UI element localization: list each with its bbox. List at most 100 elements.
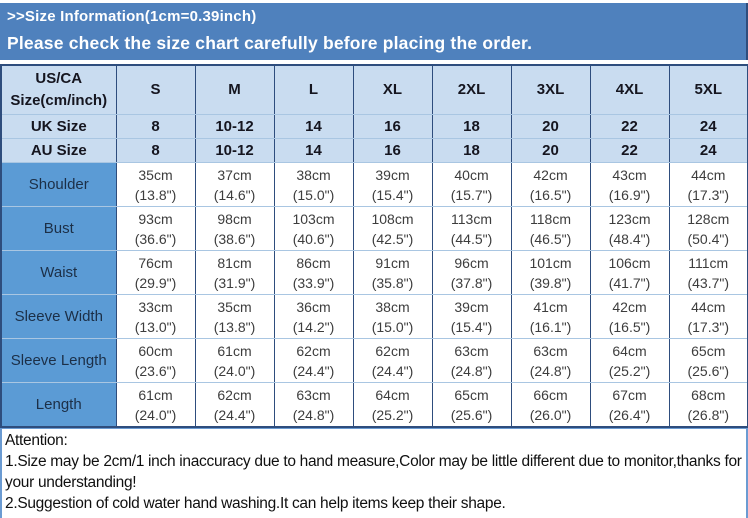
measurement-cell: 62cm (24.4") — [194, 382, 275, 428]
measurement-cell: 64cm (25.2") — [352, 382, 433, 428]
size-row-label: UK Size — [0, 114, 117, 139]
cm-value: 61cm — [217, 342, 252, 359]
inch-value: (24.4") — [213, 406, 256, 423]
cm-value: 111cm — [688, 254, 729, 271]
measurement-row: Waist 76cm (29.9") 81cm (31.9") 86cm (33.9") 91… — [0, 250, 748, 295]
cm-value: 44cm — [691, 166, 726, 183]
cm-value: 62cm — [296, 342, 331, 359]
measurement-label: Shoulder — [0, 162, 117, 207]
size-row: AU Size 8 10-12 14 16 18 20 22 24 — [0, 138, 748, 163]
measurement-cell: 81cm (31.9") — [194, 250, 275, 295]
measurement-row: Length 61cm (24.0") 62cm (24.4") 63cm (24.8") 6… — [0, 382, 748, 428]
inch-value: (15.7") — [450, 186, 493, 203]
cm-value: 63cm — [454, 342, 489, 359]
cm-value: 35cm — [217, 298, 252, 315]
cm-value: 64cm — [375, 386, 410, 403]
inch-value: (33.9") — [292, 274, 335, 291]
inch-value: (48.4") — [608, 230, 651, 247]
cm-value: 64cm — [612, 342, 647, 359]
inch-value: (16.9") — [608, 186, 651, 203]
size-value-cell: 20 — [510, 114, 591, 139]
attention-note-1: 1.Size may be 2cm/1 inch inaccuracy due … — [5, 453, 742, 491]
cm-value: 60cm — [138, 342, 173, 359]
header-row: US/CA Size(cm/inch) S M L XL 2XL 3XL 4XL 5XL — [0, 64, 748, 115]
size-value-cell: 16 — [352, 138, 433, 163]
inch-value: (16.5") — [529, 186, 572, 203]
size-column-header: 2XL — [431, 64, 512, 115]
measurement-cell: 123cm (48.4") — [589, 206, 670, 251]
cm-value: 101cm — [529, 254, 572, 271]
cm-value: 67cm — [612, 386, 647, 403]
measurement-cell: 42cm (16.5") — [589, 294, 670, 339]
cm-value: 106cm — [608, 254, 651, 271]
measurement-cell: 44cm (17.3") — [668, 162, 748, 207]
measurement-cell: 64cm (25.2") — [589, 338, 670, 383]
cm-value: 108cm — [371, 210, 414, 227]
size-column-header: M — [194, 64, 275, 115]
measurement-cell: 106cm (41.7") — [589, 250, 670, 295]
measurement-cell: 63cm (24.8") — [273, 382, 354, 428]
size-value-cell: 24 — [668, 114, 748, 139]
measurement-label: Sleeve Length — [0, 338, 117, 383]
measurement-cell: 103cm (40.6") — [273, 206, 354, 251]
size-column-header: S — [115, 64, 196, 115]
inch-value: (14.2") — [292, 318, 335, 335]
inch-value: (41.7") — [608, 274, 651, 291]
measurement-cell: 67cm (26.4") — [589, 382, 670, 428]
measurement-cell: 60cm (23.6") — [115, 338, 196, 383]
inch-value: (13.8") — [213, 318, 256, 335]
size-column-header: 4XL — [589, 64, 670, 115]
measurement-cell: 113cm (44.5") — [431, 206, 512, 251]
inch-value: (42.5") — [371, 230, 414, 247]
measurement-cell: 38cm (15.0") — [273, 162, 354, 207]
inch-value: (38.6") — [213, 230, 256, 247]
cm-value: 37cm — [217, 166, 252, 183]
measurement-cell: 65cm (25.6") — [431, 382, 512, 428]
inch-value: (17.3") — [687, 186, 730, 203]
measurement-label: Bust — [0, 206, 117, 251]
inch-value: (31.9") — [213, 274, 256, 291]
measurement-cell: 40cm (15.7") — [431, 162, 512, 207]
inch-value: (24.8") — [529, 362, 572, 379]
size-value-cell: 8 — [115, 114, 196, 139]
measurement-cell: 35cm (13.8") — [194, 294, 275, 339]
cm-value: 66cm — [533, 386, 568, 403]
cm-value: 65cm — [454, 386, 489, 403]
measurement-label: Length — [0, 382, 117, 428]
cm-value: 39cm — [375, 166, 410, 183]
inch-value: (17.3") — [687, 318, 730, 335]
size-value-cell: 10-12 — [194, 138, 275, 163]
inch-value: (13.8") — [134, 186, 177, 203]
size-column-header: XL — [352, 64, 433, 115]
size-value-cell: 18 — [431, 138, 512, 163]
cm-value: 42cm — [533, 166, 568, 183]
cm-value: 118cm — [530, 210, 571, 227]
inch-value: (25.2") — [371, 406, 414, 423]
size-column-header: 3XL — [510, 64, 591, 115]
inch-value: (39.8") — [529, 274, 572, 291]
inch-value: (23.6") — [134, 362, 177, 379]
cm-value: 81cm — [217, 254, 252, 271]
cm-value: 76cm — [138, 254, 173, 271]
corner-header-cell: US/CA Size(cm/inch) — [0, 64, 117, 115]
measurement-row: Shoulder 35cm (13.8") 37cm (14.6") 38cm (15.0"… — [0, 162, 748, 207]
size-info-banner: >>Size Information(1cm=0.39inch) Please … — [0, 3, 748, 60]
attention-title: Attention: — [5, 432, 68, 449]
cm-value: 96cm — [454, 254, 489, 271]
cm-value: 41cm — [533, 298, 568, 315]
measurement-cell: 128cm (50.4") — [668, 206, 748, 251]
size-value-cell: 24 — [668, 138, 748, 163]
measurement-cell: 108cm (42.5") — [352, 206, 433, 251]
measurement-cell: 39cm (15.4") — [431, 294, 512, 339]
inch-value: (13.0") — [134, 318, 177, 335]
measurement-cell: 118cm (46.5") — [510, 206, 591, 251]
size-column-header: 5XL — [668, 64, 748, 115]
cm-value: 93cm — [138, 210, 173, 227]
size-table-body: US/CA Size(cm/inch) S M L XL 2XL 3XL 4XL 5XL UK S… — [0, 64, 748, 428]
size-row-label: AU Size — [0, 138, 117, 163]
measurement-cell: 86cm (33.9") — [273, 250, 354, 295]
cm-value: 61cm — [138, 386, 173, 403]
measurement-cell: 42cm (16.5") — [510, 162, 591, 207]
size-row: UK Size 8 10-12 14 16 18 20 22 24 — [0, 114, 748, 139]
cm-value: 123cm — [608, 210, 651, 227]
